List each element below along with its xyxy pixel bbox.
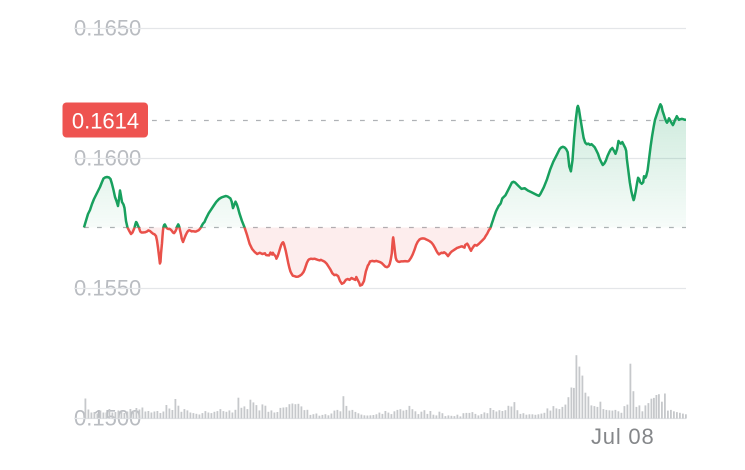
svg-text:Jul 08: Jul 08 bbox=[591, 424, 655, 449]
svg-text:0.1614: 0.1614 bbox=[72, 109, 139, 134]
